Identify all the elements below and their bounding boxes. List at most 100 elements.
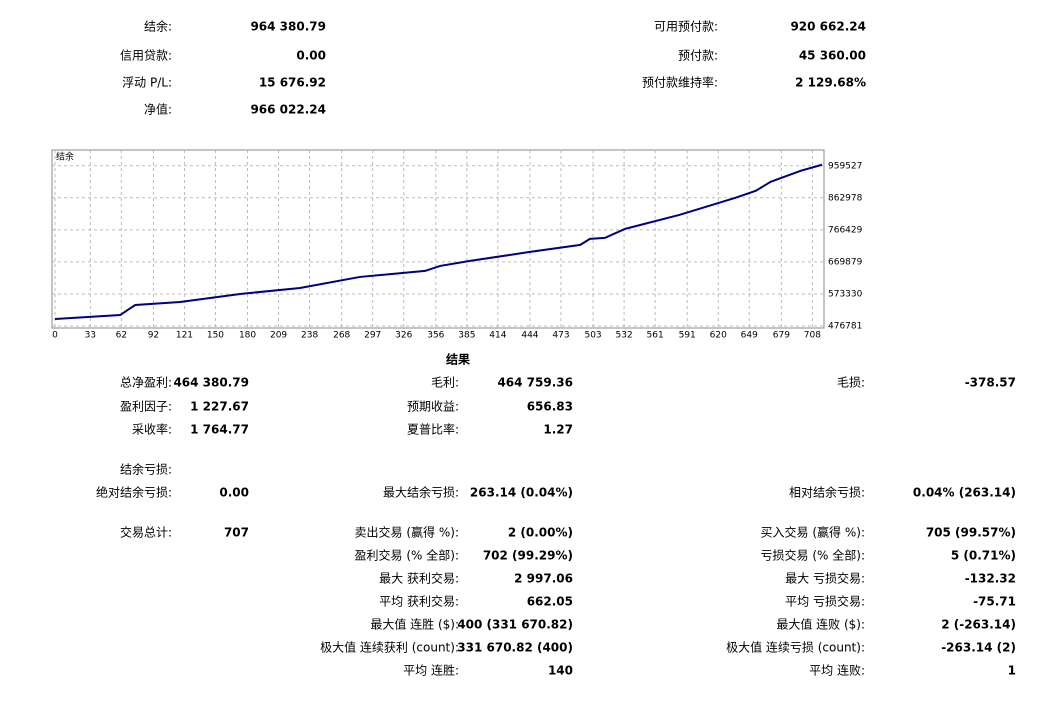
x-tick-label: 0 [52,331,58,341]
label: 浮动 P/L: [122,76,172,90]
label: 结余亏损: [120,462,172,477]
label: 毛利: [431,376,459,390]
label: 预付款: [678,49,718,63]
x-tick-label: 180 [239,331,256,341]
equity-line [54,163,823,320]
label: 可用预付款: [654,20,718,34]
label: 盈利因子: [120,400,172,414]
x-tick-label: 679 [773,331,790,341]
y-tick-label: 476781 [828,322,862,332]
label: 卖出交易 (赢得 %): [355,525,459,540]
label: 平均 连胜: [403,663,459,678]
x-tick-label: 503 [584,331,601,341]
y-tick-label: 573330 [828,289,863,299]
x-tick-label: 591 [679,331,696,341]
value: 707 [224,526,249,540]
x-tick-label: 444 [521,331,538,341]
label: 结余: [144,19,172,34]
value: 2 129.68% [795,76,866,90]
value: 400 (331 670.82) [457,618,573,632]
x-tick-label: 561 [647,331,664,341]
value: 15 676.92 [259,76,326,90]
label: 最大值 连胜 ($): [370,617,459,632]
x-tick-label: 238 [301,331,318,341]
value: 1 [1008,664,1016,678]
value: 705 (99.57%) [926,526,1016,540]
label: 极大值 连续亏损 (count): [726,640,865,655]
label: 平均 获利交易: [379,594,459,609]
value: 656.83 [527,400,573,414]
label: 最大 亏损交易: [785,571,865,586]
value: 1 227.67 [190,400,249,414]
value: 702 (99.29%) [483,549,573,563]
label: 交易总计: [120,525,172,540]
value: 0.00 [296,49,326,63]
chart-frame [51,149,825,329]
value: -132.32 [965,572,1016,586]
label: 相对结余亏损: [789,485,865,500]
label: 最大值 连败 ($): [776,617,865,632]
label: 毛损: [837,376,865,390]
label: 夏普比率: [407,422,459,437]
label: 采收率: [132,422,172,437]
label: 最大结余亏损: [383,485,459,500]
x-tick-label: 121 [176,331,193,341]
y-tick-label: 669879 [828,257,863,267]
value: 464 759.36 [497,376,573,390]
x-tick-label: 473 [552,331,569,341]
x-tick-label: 649 [741,331,758,341]
label: 绝对结余亏损: [96,485,172,500]
value: 331 670.82 (400) [457,641,573,655]
label: 信用贷款: [120,49,172,63]
x-tick-label: 209 [270,331,287,341]
value: 5 (0.71%) [951,549,1016,563]
results-title: 结果 [446,352,470,367]
x-tick-label: 356 [427,331,444,341]
x-tick-label: 92 [148,331,159,341]
y-tick-label: 766429 [828,225,863,235]
value: 966 022.24 [250,103,326,117]
label: 极大值 连续获利 (count): [320,640,459,655]
value: 2 (-263.14) [941,618,1016,632]
value: 0.00 [219,486,249,500]
value: 464 380.79 [173,376,249,390]
y-tick-label: 862978 [828,193,863,203]
chart-title: 结余 [56,151,74,163]
value: 0.04% (263.14) [913,486,1016,500]
label: 最大 获利交易: [379,571,459,586]
label: 预期收益: [407,400,459,414]
x-tick-label: 297 [364,331,381,341]
label: 亏损交易 (% 全部): [761,548,865,563]
value: 964 380.79 [250,20,326,34]
value: -75.71 [973,595,1016,609]
label: 平均 连败: [809,663,865,678]
label: 净值: [144,102,172,117]
value: 2 (0.00%) [508,526,573,540]
value: 1.27 [543,423,573,437]
label: 买入交易 (赢得 %): [761,525,865,540]
x-tick-label: 532 [616,331,633,341]
x-tick-label: 708 [804,331,821,341]
value: 920 662.24 [790,20,866,34]
value: 1 764.77 [190,423,249,437]
x-tick-label: 62 [116,331,127,341]
x-tick-label: 268 [333,331,350,341]
label: 预付款维持率: [642,75,718,90]
x-tick-label: 326 [395,331,412,341]
value: 2 997.06 [514,572,573,586]
x-tick-label: 385 [458,331,475,341]
y-tick-label: 959527 [828,161,862,171]
x-tick-label: 33 [85,331,96,341]
value: 662.05 [527,595,573,609]
label: 盈利交易 (% 全部): [355,548,459,563]
x-tick-label: 620 [710,331,727,341]
label: 总净盈利: [120,376,172,390]
label: 平均 亏损交易: [785,594,865,609]
value: -378.57 [965,376,1016,390]
x-tick-label: 150 [207,331,224,341]
value: 140 [548,664,573,678]
value: -263.14 (2) [941,641,1016,655]
value: 45 360.00 [799,49,866,63]
x-tick-label: 414 [489,331,506,341]
